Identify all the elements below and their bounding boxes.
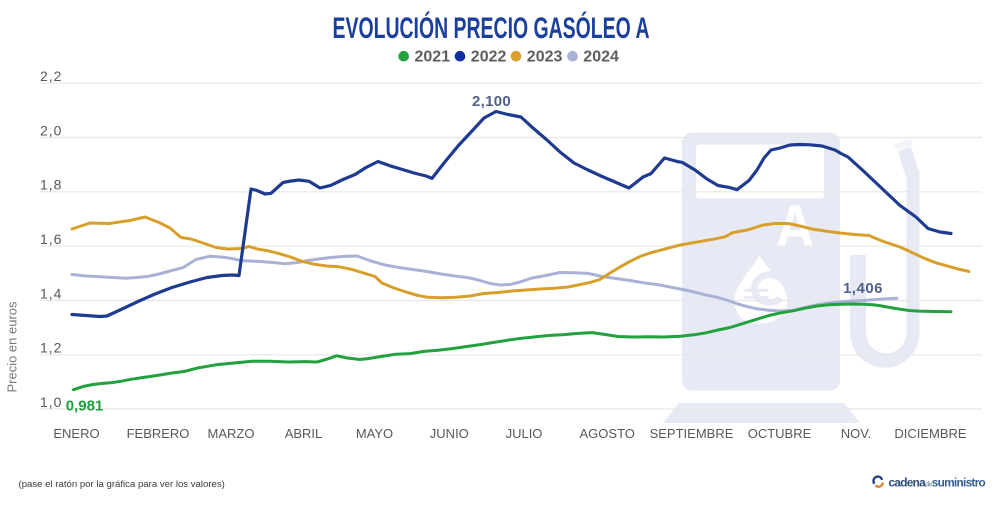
svg-text:0,981: 0,981 xyxy=(66,398,104,415)
svg-text:1,2: 1,2 xyxy=(40,340,62,356)
svg-text:NOV.: NOV. xyxy=(841,426,872,441)
svg-text:2023: 2023 xyxy=(527,49,563,66)
svg-text:FEBRERO: FEBRERO xyxy=(127,426,190,441)
svg-text:EVOLUCIÓN PRECIO GASÓLEO A: EVOLUCIÓN PRECIO GASÓLEO A xyxy=(333,11,650,45)
svg-text:JUNIO: JUNIO xyxy=(430,426,469,441)
svg-text:1,8: 1,8 xyxy=(40,177,62,193)
svg-text:2,100: 2,100 xyxy=(472,93,511,110)
svg-text:DICIEMBRE: DICIEMBRE xyxy=(894,426,967,441)
svg-text:ABRIL: ABRIL xyxy=(285,426,323,441)
svg-text:MAYO: MAYO xyxy=(356,426,393,441)
svg-text:(pase el ratón por la gráfica: (pase el ratón por la gráfica para ver l… xyxy=(19,479,225,490)
svg-text:2024: 2024 xyxy=(583,49,619,66)
svg-text:1,0: 1,0 xyxy=(40,394,62,410)
svg-text:2021: 2021 xyxy=(415,49,451,66)
svg-text:JULIO: JULIO xyxy=(506,426,543,441)
svg-text:MARZO: MARZO xyxy=(208,426,255,441)
svg-text:1,4: 1,4 xyxy=(40,285,62,301)
svg-text:ENERO: ENERO xyxy=(53,426,99,441)
svg-text:SEPTIEMBRE: SEPTIEMBRE xyxy=(650,426,734,441)
svg-text:2022: 2022 xyxy=(471,49,507,66)
svg-text:2,0: 2,0 xyxy=(40,122,62,138)
svg-text:1,6: 1,6 xyxy=(40,231,62,247)
svg-text:1,406: 1,406 xyxy=(843,280,883,297)
svg-text:cadenadesuministro: cadenadesuministro xyxy=(889,476,986,490)
svg-text:AGOSTO: AGOSTO xyxy=(580,426,635,441)
svg-text:Precio en euros: Precio en euros xyxy=(5,301,20,393)
svg-text:2,2: 2,2 xyxy=(40,68,62,84)
svg-text:OCTUBRE: OCTUBRE xyxy=(748,426,812,441)
